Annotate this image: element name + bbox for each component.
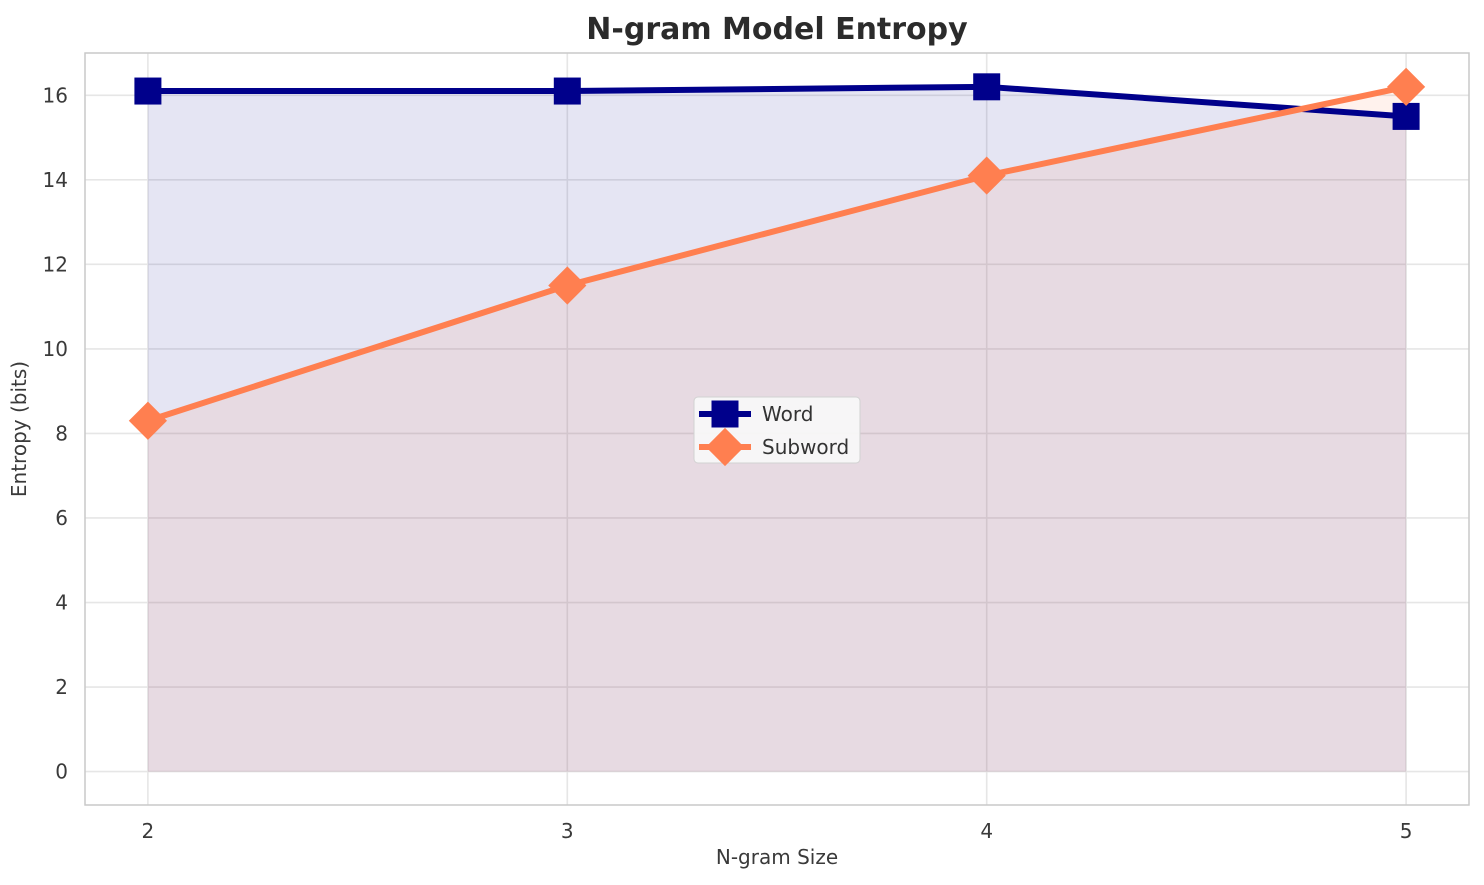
x-tick-label: 5	[1400, 819, 1413, 843]
x-tick-label: 3	[561, 819, 574, 843]
y-axis-label: Entropy (bits)	[7, 361, 31, 497]
data-point-word	[1392, 102, 1420, 130]
series-line-subword	[146, 83, 1407, 424]
x-tick-label: 2	[142, 819, 155, 843]
legend-label-subword: Subword	[762, 435, 849, 459]
x-axis-label: N-gram Size	[716, 845, 838, 869]
data-point-word	[553, 77, 581, 105]
y-tick-label: 6	[55, 506, 68, 530]
plot-border	[84, 52, 1470, 806]
legend: Word Subword	[693, 396, 861, 467]
x-tick-label: 4	[980, 819, 993, 843]
y-tick-label: 8	[55, 421, 68, 445]
legend-marker-subword	[705, 427, 745, 467]
y-tick-label: 4	[55, 591, 68, 615]
y-tick-label: 16	[43, 83, 68, 107]
data-point-word	[973, 73, 1001, 101]
series-line-word	[147, 83, 1407, 120]
y-tick-label: 2	[55, 675, 68, 699]
legend-label-word: Word	[762, 402, 813, 426]
data-point-subword	[1386, 67, 1426, 106]
legend-markers	[699, 400, 751, 467]
legend-marker-word	[711, 400, 739, 428]
data-point-subword	[128, 401, 168, 440]
y-tick-label: 14	[43, 168, 68, 192]
data-point-subword	[548, 266, 587, 305]
y-tick-label: 10	[43, 337, 68, 361]
data-point-word	[134, 77, 162, 105]
tick-labels: 0 2 4 6 8 10 12 14 16 2 3 4 5	[43, 83, 1413, 843]
y-tick-label: 12	[43, 252, 68, 276]
chart-title: N-gram Model Entropy	[586, 12, 968, 47]
y-tick-label: 0	[55, 760, 68, 784]
